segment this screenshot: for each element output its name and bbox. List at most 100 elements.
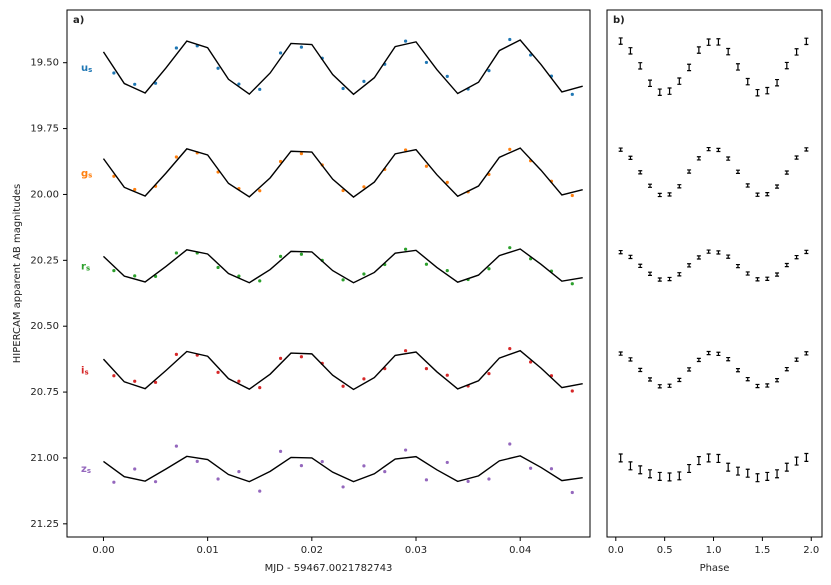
band-subscript: s xyxy=(84,369,88,377)
error-bar xyxy=(794,456,799,466)
error-bar xyxy=(628,254,633,260)
y-tick-label: 20.00 xyxy=(30,189,59,200)
data-point xyxy=(529,466,533,470)
plot-frame xyxy=(66,9,591,538)
error-bar xyxy=(735,63,740,71)
error-bar xyxy=(745,183,750,188)
data-point xyxy=(487,267,491,271)
error-bar xyxy=(716,351,721,357)
error-bar xyxy=(726,462,731,472)
error-bar xyxy=(677,471,682,481)
error-bar xyxy=(784,262,789,268)
data-point xyxy=(112,480,116,484)
data-point xyxy=(133,467,137,471)
data-point xyxy=(153,380,158,384)
error-bar xyxy=(677,272,682,277)
data-point xyxy=(133,274,137,278)
error-bar xyxy=(667,276,672,282)
error-bar xyxy=(638,62,643,70)
model-curve xyxy=(103,455,583,483)
error-bar xyxy=(657,277,662,282)
error-bar xyxy=(667,472,672,482)
error-bar xyxy=(696,46,701,54)
data-point xyxy=(174,444,178,448)
error-bar xyxy=(765,86,770,95)
data-point xyxy=(487,372,491,376)
data-point xyxy=(362,464,366,468)
error-bar xyxy=(745,468,750,478)
model-curve xyxy=(102,248,583,284)
error-bar xyxy=(726,356,731,362)
error-bar xyxy=(784,170,789,175)
band-letter: z xyxy=(81,464,87,475)
data-point xyxy=(258,489,262,493)
error-bar xyxy=(775,469,780,479)
data-point xyxy=(508,147,512,151)
error-bar xyxy=(677,377,682,383)
error-bar xyxy=(745,271,750,276)
error-bar xyxy=(794,48,799,56)
band-letter: i xyxy=(81,366,84,377)
error-bar xyxy=(687,169,692,174)
data-point xyxy=(174,251,178,255)
data-point xyxy=(570,490,574,495)
data-point xyxy=(195,459,199,463)
data-point xyxy=(237,274,241,278)
y-tick-label: 21.25 xyxy=(30,519,59,530)
error-bar xyxy=(706,249,711,254)
data-point xyxy=(133,379,137,383)
error-bar xyxy=(706,146,711,152)
error-bar xyxy=(687,463,692,474)
data-point xyxy=(237,82,241,86)
band-subscript: s xyxy=(86,264,90,272)
data-point xyxy=(258,279,262,283)
error-bar xyxy=(657,88,662,96)
data-point xyxy=(216,370,220,374)
y-tick-label: 20.50 xyxy=(30,321,59,332)
data-point xyxy=(487,477,491,481)
error-bar xyxy=(638,465,643,475)
data-point xyxy=(466,479,470,484)
error-bar xyxy=(755,383,760,389)
data-point xyxy=(153,480,158,484)
error-bar xyxy=(648,377,652,382)
error-bar xyxy=(716,147,721,153)
plot-frame xyxy=(606,9,823,538)
error-bar xyxy=(696,156,701,161)
error-bar xyxy=(784,61,789,70)
error-bar xyxy=(726,254,731,259)
error-bar xyxy=(804,452,809,462)
band-subscript: s xyxy=(88,66,92,74)
error-bar xyxy=(628,461,633,471)
data-point xyxy=(112,374,116,378)
data-point xyxy=(570,282,574,286)
data-point xyxy=(508,346,512,351)
error-bar xyxy=(667,383,672,388)
data-point xyxy=(299,463,304,468)
error-bar xyxy=(765,192,770,197)
data-point xyxy=(403,448,408,452)
data-point xyxy=(174,155,178,159)
error-bar xyxy=(628,357,633,362)
y-tick-label: 19.75 xyxy=(30,124,59,135)
error-bar xyxy=(667,192,672,197)
error-bar xyxy=(794,357,799,362)
band-letter: r xyxy=(81,261,86,272)
error-bar xyxy=(657,384,662,389)
x-axis-label: MJD - 59467.0021782743 xyxy=(265,563,393,574)
error-bar xyxy=(638,367,643,373)
data-point xyxy=(424,478,429,482)
data-point xyxy=(508,246,512,250)
data-point xyxy=(341,278,345,282)
error-bar xyxy=(804,249,809,255)
data-point xyxy=(320,460,324,464)
x-tick-label: 0.01 xyxy=(197,545,219,556)
x-tick-label: 0.0 xyxy=(608,545,624,556)
error-bar xyxy=(696,456,701,466)
y-tick-label: 20.75 xyxy=(30,387,59,398)
data-point xyxy=(424,164,429,168)
y-axis-label: HIPERCAM apparent AB magnitudes xyxy=(12,184,23,364)
error-bar xyxy=(706,350,711,356)
band-label: zs xyxy=(81,464,91,475)
